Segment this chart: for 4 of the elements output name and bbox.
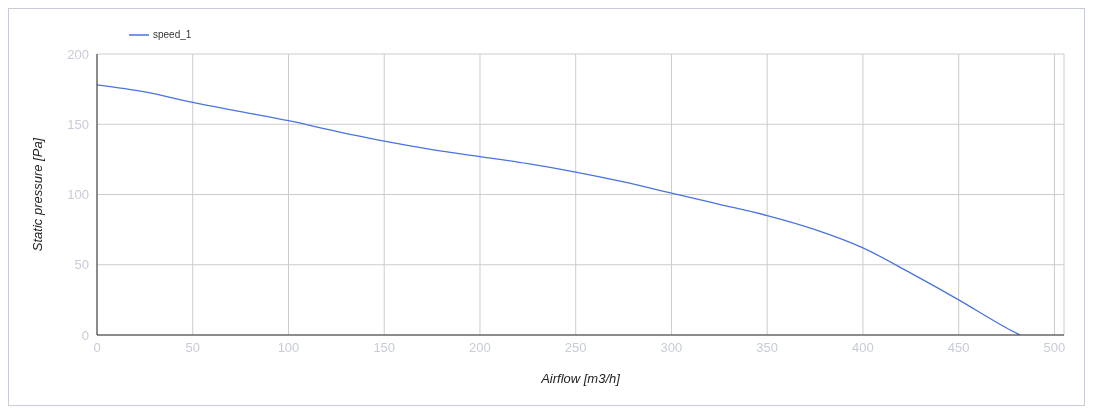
x-axis-title: Airflow [m3/h]	[540, 371, 621, 386]
y-axis-title: Static pressure [Pa]	[29, 137, 45, 252]
legend-label: speed_1	[152, 29, 192, 40]
line-series	[97, 84, 1021, 335]
